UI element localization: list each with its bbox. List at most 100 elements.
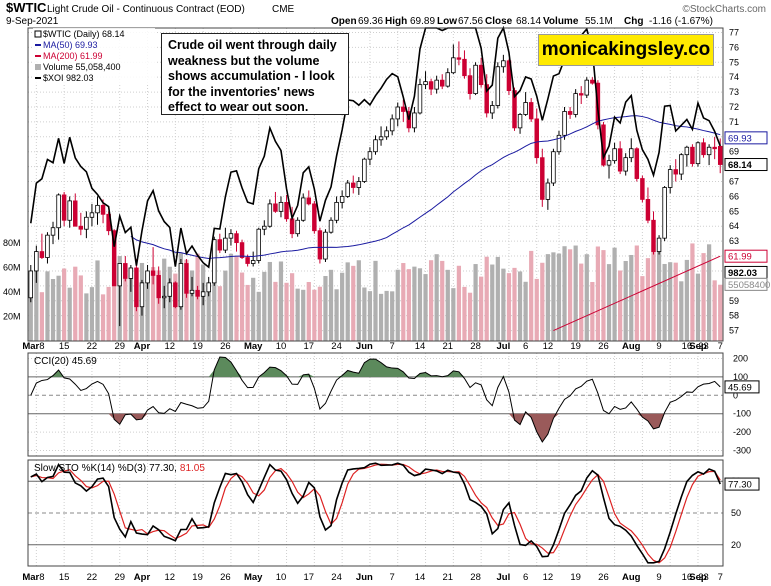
x-tick-label: 26 [598,341,609,352]
volume-bar [629,254,634,341]
x-tick-label: 23 [698,341,709,352]
volume-bar [256,291,261,341]
candle-body [150,270,156,276]
candle-body [484,84,489,114]
candle-body [373,139,378,153]
volume-bar [668,262,673,341]
volume-bar [701,253,706,341]
x-tick-label-bottom: 26 [220,572,231,583]
ma200-value-tag-box [724,249,768,263]
volume-bar [251,277,256,341]
candle-body [156,275,161,299]
legend-ma200: MA(200) 61.99 [43,51,103,61]
volume-bar [73,266,78,341]
candle-body [523,102,528,115]
candle-body [56,194,61,229]
candle-body [117,263,122,287]
price-tick-label: 59 [729,296,739,306]
volume-tick-label: 80M [3,238,21,248]
symbol-description: Light Crude Oil - Continuous Contract (E… [47,4,245,15]
x-tick-label: May [244,341,263,352]
symbol-title: $WTIC [6,0,47,15]
candle-body [378,136,384,141]
x-tick-label: 19 [192,341,203,352]
price-candles [28,41,723,327]
candle-body [540,157,545,200]
volume-tick-label: 60M [3,263,21,273]
candle-body [245,257,250,264]
volume-bar [473,264,478,341]
volume-bar [50,279,56,341]
candle-body [584,79,590,96]
candle-body [167,282,173,297]
volume-bar [89,287,95,341]
cci-line [30,356,721,443]
ma200-line [553,255,721,332]
volume-bar [95,260,100,341]
sto-value-box [724,477,760,491]
exchange-label: CME [272,4,295,15]
volume-bar [56,275,61,341]
volume-bar [328,269,334,341]
volume-bar [367,291,373,341]
candle-body [706,146,712,156]
volume-bar [595,246,601,341]
x-tick-label: Apr [134,341,151,352]
volume-label: Volume [543,16,579,27]
volume-bar [67,287,72,341]
volume-bar [184,259,189,341]
candle-body [367,151,373,160]
x-tick-label-bottom: 8 [39,572,44,583]
volume-bar [145,271,150,341]
open-label: Open [331,16,357,27]
candle-body [289,218,295,235]
sto-k-line [30,462,721,564]
volume-bar [718,284,723,341]
legend-ma50: MA(50) 69.93 [43,40,98,50]
x-tick-label-bottom: 12 [543,572,554,583]
candle-body [161,295,167,299]
x-tick-label: 10 [276,341,287,352]
volume-bar [645,258,651,341]
candle-body [317,230,323,260]
x-tick-label: 28 [470,341,481,352]
volume-bar [150,267,156,341]
candle-body [712,146,717,150]
x-tick-label-bottom: Jun [356,572,373,583]
x-tick-label-bottom: 12 [164,572,175,583]
indicator-lines [28,25,723,564]
volume-bar [618,270,623,341]
candle-body [473,64,478,94]
volume-bar [39,292,45,341]
x-tick-label-bottom: Jul [497,572,511,583]
price-tick-label: 75 [729,57,739,67]
price-tick-label: 76 [729,42,739,52]
ma50-value-tag-box [724,131,768,145]
volume-bar [289,273,295,341]
x-tick-label: Mar [22,341,39,352]
candle-body [262,225,267,230]
candle-body [501,60,506,68]
volume-bar [417,268,423,341]
close-value: 68.14 [516,16,541,27]
candle-body [662,187,667,239]
candle-body [495,66,501,106]
cci-oversold-fill [28,413,723,442]
candle-body [223,237,228,251]
sto-title-k: 77.30, [149,463,177,474]
volume-bar [373,260,378,341]
x-tick-label-bottom: Sep [689,572,707,583]
candle-body [640,178,645,200]
candle-body [284,201,289,220]
candle-body [173,282,178,308]
candle-body [300,197,306,221]
source-label: ©StockCharts.com [682,4,766,15]
volume-bar [428,260,434,341]
candle-body [634,148,640,179]
volume-bar [501,268,506,341]
volume-bar [451,288,456,341]
volume-bar [62,268,67,341]
volume-bar [562,246,567,341]
candle-body [462,58,467,77]
volume-bar [128,267,133,341]
